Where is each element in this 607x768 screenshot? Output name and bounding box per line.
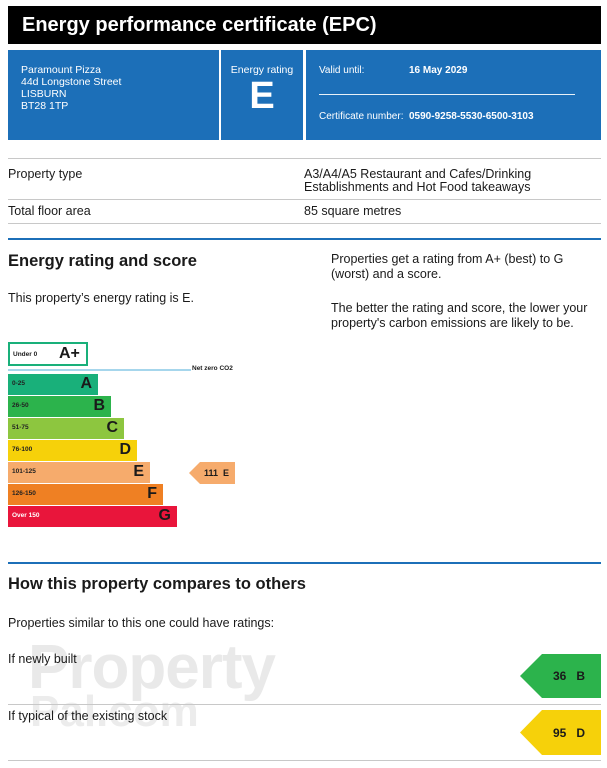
section-divider	[8, 238, 601, 240]
band-e: 101-125 E	[8, 462, 150, 483]
band-g: Over 150 G	[8, 506, 177, 527]
band-letter: A	[80, 375, 92, 392]
newly-built-label: If newly built	[8, 652, 77, 666]
watermark-logo-sub: Pal.com	[30, 687, 199, 736]
address-line: Paramount Pizza	[21, 64, 101, 76]
address-box: Paramount Pizza 44d Longstone Street LIS…	[8, 50, 219, 140]
existing-stock-score: 95	[553, 726, 567, 740]
rating-explanation-1a: Properties get a rating from A+ (best) t…	[331, 252, 564, 266]
floor-area-label: Total floor area	[8, 204, 91, 218]
compare-heading: How this property compares to others	[8, 575, 306, 593]
band-range: 51-75	[12, 424, 29, 431]
band-c: 51-75 C	[8, 418, 124, 439]
existing-stock-arrow	[520, 710, 601, 755]
section-divider	[8, 562, 601, 564]
divider	[8, 223, 601, 224]
energy-rating-value: E	[249, 75, 275, 117]
divider	[319, 94, 575, 95]
current-rating-label: 111 E	[204, 468, 229, 478]
band-range: 101-125	[12, 468, 36, 475]
band-d: 76-100 D	[8, 440, 137, 461]
newly-built-letter: B	[576, 669, 586, 683]
certificate-number-label: Certificate number:	[319, 111, 404, 122]
page-title: Energy performance certificate (EPC)	[8, 6, 601, 44]
band-range: 26-50	[12, 402, 29, 409]
band-letter: A+	[59, 345, 80, 362]
divider	[8, 199, 601, 200]
band-range: 126-150	[12, 490, 36, 497]
current-rating-arrow	[189, 462, 235, 484]
newly-built-score: 36	[553, 669, 567, 683]
property-type-value-2: Establishments and Hot Food takeaways	[304, 180, 531, 194]
band-letter: C	[106, 419, 118, 436]
divider	[8, 760, 601, 761]
net-zero-line	[8, 369, 191, 371]
validity-box: Valid until: 16 May 2029 Certificate num…	[306, 50, 601, 140]
compare-intro: Properties similar to this one could hav…	[8, 616, 275, 630]
band-range: 76-100	[12, 446, 33, 453]
valid-until-value: 16 May 2029	[409, 65, 468, 76]
watermark-logo: Property	[28, 633, 276, 702]
band-a: 0-25 A	[8, 374, 98, 395]
address-line: LISBURN	[21, 88, 67, 100]
energy-rating-statement: This property’s energy rating is E.	[8, 291, 194, 305]
band-range: Under 0	[13, 351, 38, 358]
address-line: 44d Longstone Street	[21, 76, 122, 88]
band-letter: G	[158, 507, 171, 524]
rating-explanation-2a: The better the rating and score, the low…	[331, 301, 588, 315]
band-f: 126-150 F	[8, 484, 163, 505]
certificate-number-value: 0590-9258-5530-6500-3103	[409, 111, 534, 122]
valid-until-label: Valid until:	[319, 65, 365, 76]
divider	[8, 158, 601, 159]
net-zero-label: Net zero CO2	[192, 365, 233, 372]
rating-explanation-2b: property's carbon emissions are likely t…	[331, 316, 574, 330]
energy-rating-label: Energy rating	[230, 64, 294, 76]
energy-rating-box: Energy rating E	[221, 50, 303, 140]
floor-area-value: 85 square metres	[304, 204, 402, 218]
band-letter: F	[147, 485, 157, 502]
divider	[8, 704, 601, 705]
property-type-value-1: A3/A4/A5 Restaurant and Cafes/Drinking	[304, 167, 532, 181]
newly-built-rating: 36 B	[553, 669, 585, 683]
current-letter: E	[223, 468, 230, 478]
newly-built-arrow	[520, 654, 601, 698]
energy-rating-heading: Energy rating and score	[8, 252, 197, 270]
current-score: 111	[204, 468, 219, 478]
existing-stock-rating: 95 D	[553, 726, 585, 740]
band-letter: E	[133, 463, 144, 480]
band-letter: B	[93, 397, 105, 414]
rating-explanation-1b: (worst) and a score.	[331, 267, 442, 281]
property-type-label: Property type	[8, 167, 83, 181]
band-aplus: Under 0 A+	[8, 342, 88, 366]
existing-stock-letter: D	[576, 726, 586, 740]
band-b: 26-50 B	[8, 396, 111, 417]
band-range: 0-25	[12, 380, 26, 387]
address-line: BT28 1TP	[21, 100, 69, 112]
band-letter: D	[119, 441, 131, 458]
band-range: Over 150	[12, 512, 40, 519]
existing-stock-label: If typical of the existing stock	[8, 709, 168, 723]
